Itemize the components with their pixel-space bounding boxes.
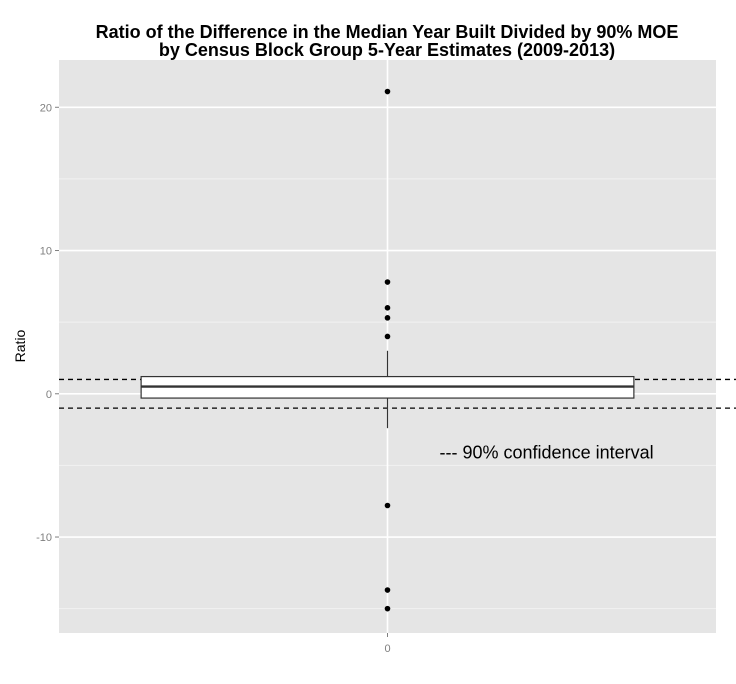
y-tick-label: 10 <box>40 246 52 258</box>
outlier-point <box>384 605 391 612</box>
outlier-point <box>384 88 391 95</box>
chart-title-line-2: by Census Block Group 5-Year Estimates (… <box>159 40 615 60</box>
x-tick-label: 0 <box>384 643 390 655</box>
y-tick-label: 20 <box>40 102 52 114</box>
y-tick-label: -10 <box>36 532 52 544</box>
y-tick-label: 0 <box>46 389 52 401</box>
outlier-point <box>384 502 391 509</box>
outlier-point <box>384 305 391 311</box>
chart-title-line-1: Ratio of the Difference in the Median Ye… <box>96 22 679 42</box>
outlier-point <box>384 315 391 321</box>
boxplot <box>140 350 635 429</box>
confidence-interval-annotation: --- 90% confidence interval <box>440 443 654 463</box>
y-axis-label: Ratio <box>12 329 28 362</box>
outlier-point <box>384 333 391 340</box>
outlier-point <box>384 279 391 285</box>
y-axis: -10 0 10 20 <box>36 102 59 544</box>
outlier-point <box>384 587 391 593</box>
x-axis: 0 <box>384 633 391 655</box>
outlier-points <box>384 88 391 612</box>
